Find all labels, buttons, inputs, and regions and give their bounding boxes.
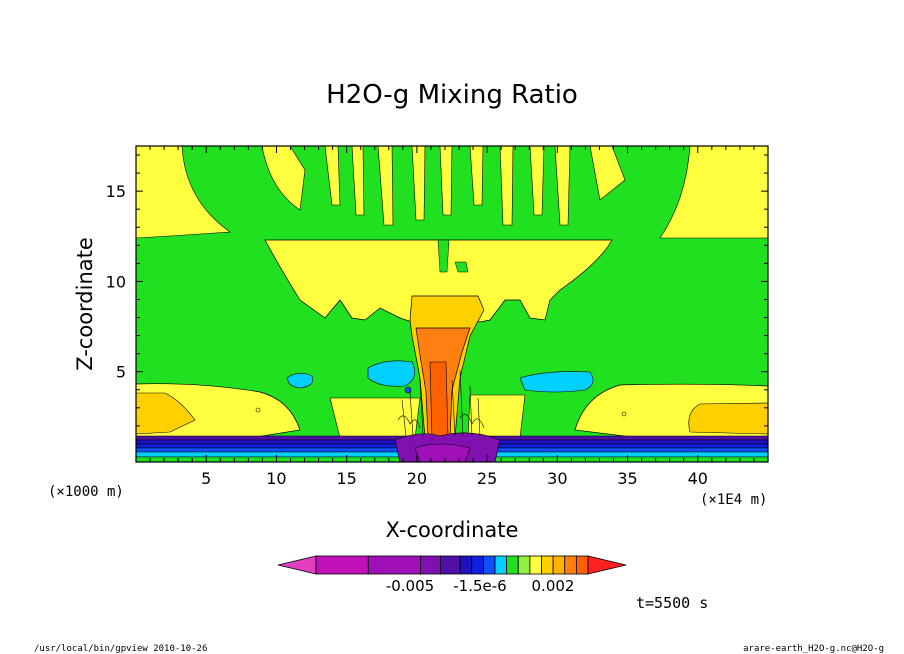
x-axis-label: X-coordinate	[386, 518, 519, 542]
colorbar-segment	[420, 555, 441, 575]
x-tick-label: 35	[617, 469, 637, 488]
y-axis-label: Z-coordinate	[73, 237, 97, 371]
colorbar-segment	[471, 555, 484, 575]
colorbar-tick-label: -0.005	[386, 577, 434, 595]
x-unit-label: (×1E4 m)	[700, 492, 767, 508]
colorbar-segment	[575, 555, 589, 575]
colorbar-tick-label: -1.5e-6	[453, 577, 506, 595]
colorbar-segment	[541, 555, 554, 575]
colorbar	[277, 555, 627, 575]
colorbar-max-arrow	[587, 555, 627, 575]
x-tick-label: 5	[201, 469, 211, 488]
y-unit-label: (×1000 m)	[48, 484, 124, 500]
y-tick-label: 10	[106, 272, 126, 291]
footer-right: arare-earth_H2O-g.nc@H2O-g	[743, 644, 884, 654]
x-tick-label: 30	[547, 469, 567, 488]
colorbar-tick-label: 0.002	[532, 577, 575, 595]
x-tick-label: 15	[336, 469, 356, 488]
x-tick-label: 25	[477, 469, 497, 488]
footer-left: /usr/local/bin/gpview 2010-10-26	[34, 644, 207, 654]
x-tick-label: 10	[266, 469, 286, 488]
contour-field	[136, 146, 768, 462]
x-tick-label: 40	[688, 469, 708, 488]
colorbar-segment	[552, 555, 566, 575]
y-tick-labels: 5 10 15	[106, 182, 126, 382]
y-tick-label: 5	[116, 363, 126, 382]
axis-ticks	[136, 146, 768, 462]
colorbar-segment	[439, 555, 461, 575]
colorbar-segment	[494, 555, 508, 575]
colorbar-tick-labels: -0.005 -1.5e-6 0.002	[386, 577, 575, 595]
colorbar-segment	[506, 555, 519, 575]
time-label: t=5500 s	[636, 594, 708, 612]
x-tick-labels: 5 10 15 20 25 30 35 40	[201, 469, 708, 488]
chart-title: H2O-g Mixing Ratio	[326, 80, 578, 110]
colorbar-segment	[482, 555, 496, 575]
y-tick-label: 15	[106, 182, 126, 201]
colorbar-segment	[529, 555, 542, 575]
x-tick-label: 20	[407, 469, 427, 488]
colorbar-segment	[367, 555, 422, 575]
colorbar-segment	[459, 555, 473, 575]
colorbar-segment	[315, 555, 369, 575]
colorbar-segment	[564, 555, 577, 575]
colorbar-min-arrow	[277, 555, 317, 575]
colorbar-segment	[517, 555, 531, 575]
plot-frame	[135, 145, 769, 463]
